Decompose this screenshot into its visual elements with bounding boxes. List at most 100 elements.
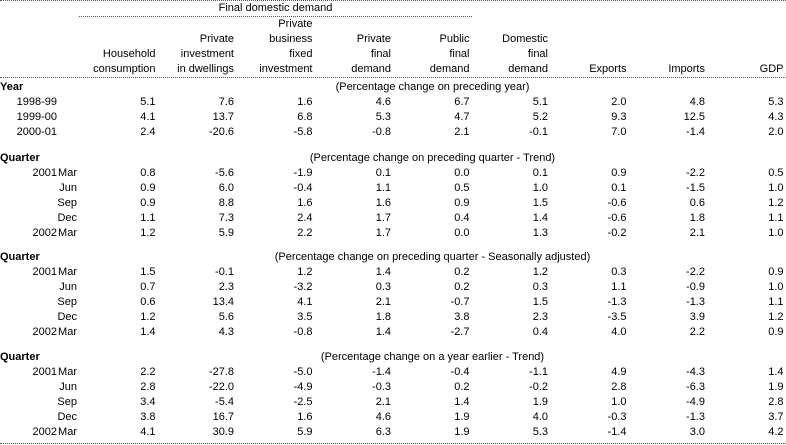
value-cell-domestic-final-demand: 1.2: [532, 266, 548, 278]
value-cell-domestic-final-demand: 5.3: [532, 426, 548, 438]
value-cell-gdp: 1.2: [768, 197, 784, 209]
row-period-label: Dec: [57, 411, 77, 423]
column-header-private-business-fixed-investment: Private: [278, 18, 313, 30]
row-label: 2002 Mar: [0, 226, 79, 241]
value-cell-imports: -4.3: [686, 366, 705, 378]
value-cell-gdp: 4.2: [768, 426, 784, 438]
value-cell-household-consumption: 3.8: [140, 411, 156, 423]
value-cell-private-final-demand: 2.1: [375, 296, 391, 308]
table-row: 1998-99 5.1 7.6 1.6 4.6 6.7 5.1 2.0 4.8 5.3: [0, 95, 786, 110]
value-cell-imports: 3.0: [689, 426, 705, 438]
column-headers: Private Private business Private Public Domes…: [0, 17, 786, 78]
table-row: 2001 Mar 2.2 -27.8 -5.0 -1.4 -0.4 -1.1 4.9 -4.3 1.…: [0, 365, 786, 380]
row-period-label: [57, 110, 78, 125]
value-cell-household-consumption: 0.9: [140, 197, 156, 209]
value-cell-private-final-demand: 1.4: [375, 266, 391, 278]
row-year-label: 2001: [32, 167, 57, 179]
column-header-gdp: [707, 32, 786, 47]
value-cell-private-business-fixed-investment: -4.9: [293, 381, 313, 393]
value-cell-public-final-demand: 1.9: [454, 426, 470, 438]
value-cell-public-final-demand: 0.2: [454, 281, 470, 293]
value-cell-domestic-final-demand: 1.5: [532, 296, 548, 308]
table-row: 1999-00 4.1 13.7 6.8 5.3 4.7 5.2 9.3 12.5 4.3: [0, 110, 786, 125]
column-header-household-consumption: [79, 17, 158, 32]
value-cell-private-investment-in-dwellings: 30.9: [212, 426, 234, 438]
row-year-label: 2002: [32, 426, 57, 438]
value-cell-private-business-fixed-investment: -0.8: [293, 326, 313, 338]
row-year-label: [0, 196, 57, 211]
table-row: Sep 0.6 13.4 4.1 2.1 -0.7 1.5 -1.3 -1.3 1.1: [0, 295, 786, 310]
row-year-label: [0, 310, 57, 325]
column-header-line: Household investment fixed final final final: [0, 47, 786, 62]
row-year-label: [0, 380, 57, 395]
value-cell-exports: -1.3: [607, 296, 627, 308]
table-section: Quarter (Percentage change on a year earl…: [0, 350, 786, 440]
value-cell-private-business-fixed-investment: -0.4: [293, 182, 313, 194]
table-row: 2001 Mar 1.5 -0.1 1.2 1.4 0.2 1.2 0.3 -2.2 0.9: [0, 265, 786, 280]
value-cell-private-business-fixed-investment: -3.2: [293, 281, 313, 293]
row-year-label: 1999-00: [16, 111, 57, 123]
value-cell-exports: 0.3: [611, 266, 627, 278]
value-cell-gdp: 0.5: [768, 167, 784, 179]
value-cell-domestic-final-demand: 2.3: [532, 311, 548, 323]
value-cell-public-final-demand: -0.4: [450, 366, 470, 378]
column-header-imports: [629, 17, 708, 32]
value-cell-gdp: 1.0: [768, 227, 784, 239]
value-cell-private-final-demand: -0.3: [372, 381, 391, 393]
value-cell-domestic-final-demand: 0.4: [532, 326, 548, 338]
row-year-label: [0, 181, 57, 196]
value-cell-private-business-fixed-investment: 2.4: [297, 212, 313, 224]
section-heading-row: Quarter (Percentage change on preceding q…: [0, 151, 786, 166]
table-row: Jun 0.9 6.0 -0.4 1.1 0.5 1.0 0.1 -1.5 1.0: [0, 181, 786, 196]
value-cell-public-final-demand: 2.1: [454, 126, 470, 138]
table-bottom-rule: [0, 443, 786, 444]
column-header-private-business-fixed-investment: fixed: [289, 48, 313, 60]
value-cell-private-final-demand: 1.8: [375, 311, 391, 323]
value-cell-private-final-demand: 4.6: [375, 96, 391, 108]
section-heading-row: Quarter (Percentage change on preceding q…: [0, 250, 786, 265]
value-cell-household-consumption: 1.1: [140, 212, 156, 224]
table-row: Dec 1.2 5.6 3.5 1.8 3.8 2.3 -3.5 3.9 1.2: [0, 310, 786, 325]
value-cell-gdp: 1.2: [768, 311, 784, 323]
row-year-label: 2001: [32, 266, 57, 278]
value-cell-private-investment-in-dwellings: -27.8: [208, 366, 234, 378]
section-heading-row: Year (Percentage change on preceding year…: [0, 80, 786, 95]
value-cell-imports: 2.2: [689, 326, 705, 338]
value-cell-domestic-final-demand: -0.2: [529, 381, 548, 393]
row-year-label: [0, 395, 57, 410]
table-section: Quarter (Percentage change on preceding q…: [0, 151, 786, 241]
value-cell-exports: -0.2: [607, 227, 627, 239]
value-cell-gdp: 2.8: [768, 396, 784, 408]
row-period-label: Mar: [58, 266, 77, 278]
column-header-private-investment-in-dwellings: [158, 17, 237, 32]
value-cell-gdp: 2.0: [768, 126, 784, 138]
value-cell-public-final-demand: 0.2: [454, 381, 470, 393]
value-cell-imports: 3.9: [689, 311, 705, 323]
value-cell-exports: 2.0: [611, 96, 627, 108]
section-label: Quarter: [0, 251, 40, 263]
value-cell-private-business-fixed-investment: 2.2: [297, 227, 313, 239]
table-body: Year (Percentage change on preceding year…: [0, 80, 786, 440]
table-row: 2001 Mar 0.8 -5.6 -1.9 0.1 0.0 0.1 0.9 -2.2 0.5: [0, 166, 786, 181]
table-row: 2002 Mar 4.1 30.9 5.9 6.3 1.9 5.3 -1.4 3.0 4.2: [0, 425, 786, 440]
table-row: Jun 0.7 2.3 -3.2 0.3 0.2 0.3 1.1 -0.9 1.0: [0, 280, 786, 295]
value-cell-imports: -4.9: [686, 396, 705, 408]
value-cell-private-investment-in-dwellings: -0.1: [215, 266, 234, 278]
value-cell-private-investment-in-dwellings: 5.6: [218, 311, 234, 323]
value-cell-public-final-demand: -2.7: [450, 326, 470, 338]
value-cell-gdp: 1.9: [768, 381, 784, 393]
section-label: Year: [0, 81, 24, 93]
value-cell-imports: 0.6: [689, 197, 705, 209]
value-cell-domestic-final-demand: 0.1: [532, 167, 548, 179]
row-period-label: Dec: [57, 311, 77, 323]
row-period-label: Mar: [58, 326, 77, 338]
column-header-exports: [550, 47, 629, 62]
table-row: Dec 1.1 7.3 2.4 1.7 0.4 1.4 -0.6 1.8 1.1: [0, 211, 786, 226]
row-label: Dec: [0, 310, 79, 325]
row-period-label: Jun: [59, 381, 77, 393]
value-cell-imports: 1.8: [689, 212, 705, 224]
value-cell-private-investment-in-dwellings: 2.3: [218, 281, 234, 293]
value-cell-private-investment-in-dwellings: -22.0: [208, 381, 234, 393]
value-cell-domestic-final-demand: 5.1: [532, 96, 548, 108]
value-cell-exports: -1.4: [607, 426, 627, 438]
